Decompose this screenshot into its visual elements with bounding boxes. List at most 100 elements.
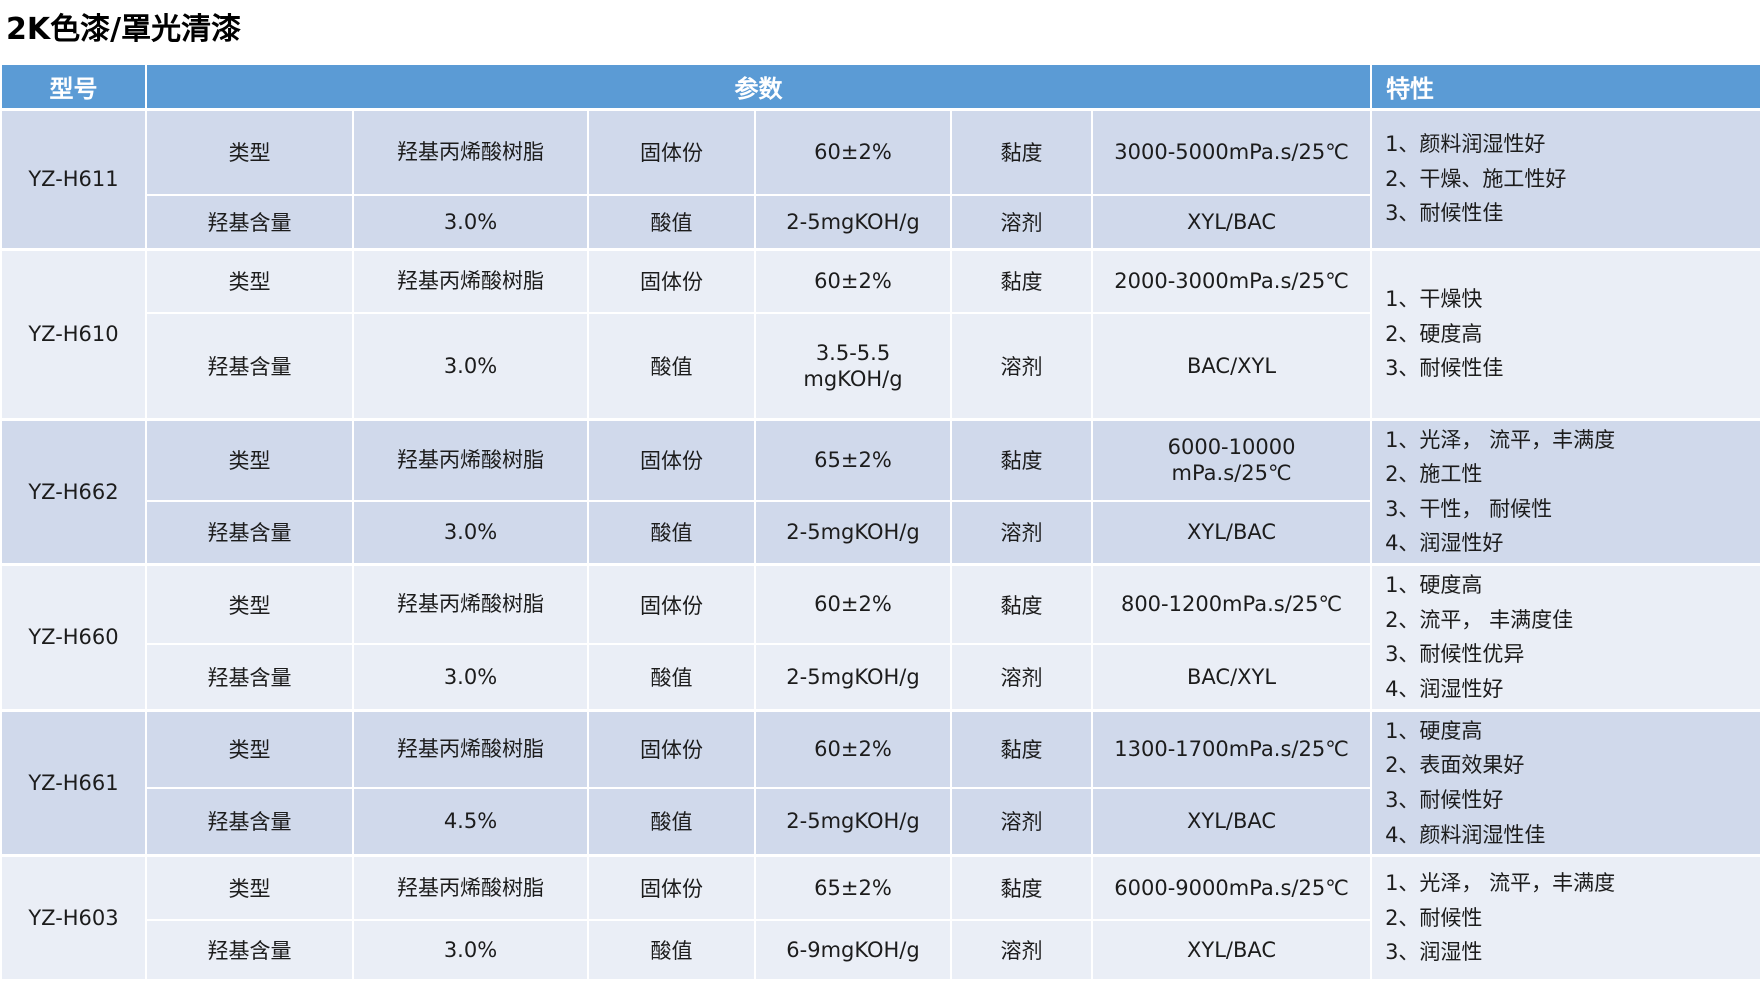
page-title: 2K色漆/罩光清漆 bbox=[6, 12, 242, 47]
param-value: 6000-9000mPa.s/25℃ bbox=[1090, 854, 1373, 921]
feature-item: 1、硬度高 bbox=[1385, 573, 1483, 598]
header-params: 参数 bbox=[144, 63, 1373, 111]
param-value: 1300-1700mPa.s/25℃ bbox=[1090, 708, 1373, 789]
param-label: 黏度 bbox=[950, 563, 1093, 646]
param-value: 羟基丙烯酸树脂 bbox=[352, 854, 589, 921]
table-row: YZ-H610 类型 羟基丙烯酸树脂 固体份 60±2% 黏度 2000-300… bbox=[0, 247, 1760, 420]
feature-item: 3、润湿性 bbox=[1385, 940, 1483, 965]
table-row: 羟基含量 3.0% 酸值 2-5mgKOH/g 溶剂 BAC/XYL bbox=[1, 643, 1760, 712]
param-value: 羟基丙烯酸树脂 bbox=[352, 107, 589, 196]
feature-item: 2、表面效果好 bbox=[1385, 753, 1525, 778]
param-value: XYL/BAC bbox=[1090, 918, 1373, 981]
feature-item: 1、光泽， 流平，丰满度 bbox=[1385, 427, 1616, 452]
param-value: XYL/BAC bbox=[1090, 499, 1373, 566]
feature-item: 3、耐候性佳 bbox=[1385, 356, 1504, 381]
feature-list: 1、光泽， 流平，丰满度 2、施工性 3、干性， 耐候性 4、润湿性好 bbox=[1385, 423, 1754, 562]
header-model: 型号 bbox=[0, 63, 147, 111]
feature-item: 2、耐候性 bbox=[1385, 905, 1483, 930]
param-label: 羟基含量 bbox=[145, 643, 354, 712]
feature-list: 1、光泽， 流平，丰满度 2、耐候性 3、润湿性 bbox=[1385, 866, 1754, 970]
param-label: 羟基含量 bbox=[145, 918, 354, 981]
param-label: 溶剂 bbox=[950, 786, 1093, 857]
table-row: YZ-H660 类型 羟基丙烯酸树脂 固体份 60±2% 黏度 800-1200… bbox=[0, 563, 1760, 712]
header-features: 特性 bbox=[1370, 63, 1760, 111]
feature-item: 3、耐候性好 bbox=[1385, 787, 1504, 812]
features-cell: 1、光泽， 流平，丰满度 2、耐候性 3、润湿性 bbox=[1370, 854, 1760, 981]
param-label: 羟基含量 bbox=[145, 312, 354, 420]
feature-list: 1、颜料润湿性好 2、干燥、施工性好 3、耐候性佳 bbox=[1385, 127, 1754, 231]
feature-item: 2、流平， 丰满度佳 bbox=[1385, 607, 1574, 632]
param-value: XYL/BAC bbox=[1090, 786, 1373, 857]
table-row: YZ-H603 类型 羟基丙烯酸树脂 固体份 65±2% 黏度 6000-900… bbox=[0, 854, 1760, 981]
param-value: 60±2% bbox=[754, 563, 952, 646]
param-label: 固体份 bbox=[587, 417, 756, 502]
param-label: 固体份 bbox=[587, 854, 756, 921]
param-value: 2-5mgKOH/g bbox=[754, 194, 952, 250]
param-label: 酸值 bbox=[587, 312, 756, 420]
features-cell: 1、光泽， 流平，丰满度 2、施工性 3、干性， 耐候性 4、润湿性好 bbox=[1370, 417, 1760, 566]
param-value: 3.0% bbox=[352, 499, 589, 566]
param-label: 黏度 bbox=[950, 854, 1093, 921]
param-value: 3000-5000mPa.s/25℃ bbox=[1090, 107, 1373, 196]
param-label: 黏度 bbox=[950, 417, 1093, 502]
model-cell: YZ-H662 bbox=[0, 417, 147, 566]
param-label: 类型 bbox=[145, 708, 354, 789]
param-value: XYL/BAC bbox=[1090, 194, 1373, 250]
param-value: 3.0% bbox=[352, 312, 589, 420]
features-cell: 1、硬度高 2、表面效果好 3、耐候性好 4、颜料润湿性佳 bbox=[1370, 708, 1760, 857]
param-value: BAC/XYL bbox=[1090, 643, 1373, 712]
param-value: 2-5mgKOH/g bbox=[754, 499, 952, 566]
param-label: 类型 bbox=[145, 107, 354, 196]
feature-item: 1、颜料润湿性好 bbox=[1385, 132, 1546, 157]
param-value: 6000-10000 mPa.s/25℃ bbox=[1090, 417, 1373, 502]
model-cell: YZ-H660 bbox=[0, 563, 147, 712]
feature-item: 3、干性， 耐候性 bbox=[1385, 496, 1553, 521]
param-label: 固体份 bbox=[587, 563, 756, 646]
param-value: 4.5% bbox=[352, 786, 589, 857]
model-cell: YZ-H603 bbox=[0, 854, 147, 981]
param-label: 羟基含量 bbox=[145, 499, 354, 566]
feature-list: 1、硬度高 2、流平， 丰满度佳 3、耐候性优异 4、润湿性好 bbox=[1385, 568, 1754, 707]
param-value: 3.0% bbox=[352, 194, 589, 250]
param-value: 3.0% bbox=[352, 918, 589, 981]
feature-item: 2、干燥、施工性好 bbox=[1385, 166, 1567, 191]
feature-item: 3、耐候性优异 bbox=[1385, 642, 1525, 667]
table-row: YZ-H662 类型 羟基丙烯酸树脂 固体份 65±2% 黏度 6000-100… bbox=[0, 417, 1760, 566]
param-label: 溶剂 bbox=[950, 194, 1093, 250]
features-cell: 1、硬度高 2、流平， 丰满度佳 3、耐候性优异 4、润湿性好 bbox=[1370, 563, 1760, 712]
param-label: 溶剂 bbox=[950, 499, 1093, 566]
param-value: 3.5-5.5 mgKOH/g bbox=[754, 312, 952, 420]
param-value: 60±2% bbox=[754, 247, 952, 314]
table-row: YZ-H661 类型 羟基丙烯酸树脂 固体份 60±2% 黏度 1300-170… bbox=[0, 708, 1760, 857]
param-value: 羟基丙烯酸树脂 bbox=[352, 247, 589, 314]
feature-item: 2、硬度高 bbox=[1385, 321, 1483, 346]
table-row: 羟基含量 3.0% 酸值 2-5mgKOH/g 溶剂 XYL/BAC bbox=[1, 499, 1760, 566]
param-label: 黏度 bbox=[950, 247, 1093, 314]
param-label: 黏度 bbox=[950, 708, 1093, 789]
param-value: 3.0% bbox=[352, 643, 589, 712]
param-label: 固体份 bbox=[587, 107, 756, 196]
feature-item: 1、光泽， 流平，丰满度 bbox=[1385, 870, 1616, 895]
feature-list: 1、硬度高 2、表面效果好 3、耐候性好 4、颜料润湿性佳 bbox=[1385, 714, 1754, 853]
param-label: 溶剂 bbox=[950, 643, 1093, 712]
param-value: 羟基丙烯酸树脂 bbox=[352, 708, 589, 789]
param-label: 类型 bbox=[145, 417, 354, 502]
table-row: 羟基含量 3.0% 酸值 2-5mgKOH/g 溶剂 XYL/BAC bbox=[1, 194, 1760, 250]
param-label: 类型 bbox=[145, 563, 354, 646]
param-label: 酸值 bbox=[587, 499, 756, 566]
table-body: YZ-H611 类型 羟基丙烯酸树脂 固体份 60±2% 黏度 3000-500… bbox=[0, 107, 1760, 981]
param-value: 2000-3000mPa.s/25℃ bbox=[1090, 247, 1373, 314]
feature-item: 1、干燥快 bbox=[1385, 287, 1483, 312]
param-label: 酸值 bbox=[587, 194, 756, 250]
param-label: 羟基含量 bbox=[145, 786, 354, 857]
param-label: 酸值 bbox=[587, 918, 756, 981]
table-row: 羟基含量 4.5% 酸值 2-5mgKOH/g 溶剂 XYL/BAC bbox=[1, 786, 1760, 857]
features-cell: 1、干燥快 2、硬度高 3、耐候性佳 bbox=[1370, 247, 1760, 420]
table-row: 羟基含量 3.0% 酸值 3.5-5.5 mgKOH/g 溶剂 BAC/XYL bbox=[1, 312, 1760, 420]
feature-item: 4、润湿性好 bbox=[1385, 531, 1504, 556]
param-label: 固体份 bbox=[587, 708, 756, 789]
param-label: 羟基含量 bbox=[145, 194, 354, 250]
feature-list: 1、干燥快 2、硬度高 3、耐候性佳 bbox=[1385, 282, 1754, 386]
param-label: 黏度 bbox=[950, 107, 1093, 196]
param-label: 酸值 bbox=[587, 786, 756, 857]
